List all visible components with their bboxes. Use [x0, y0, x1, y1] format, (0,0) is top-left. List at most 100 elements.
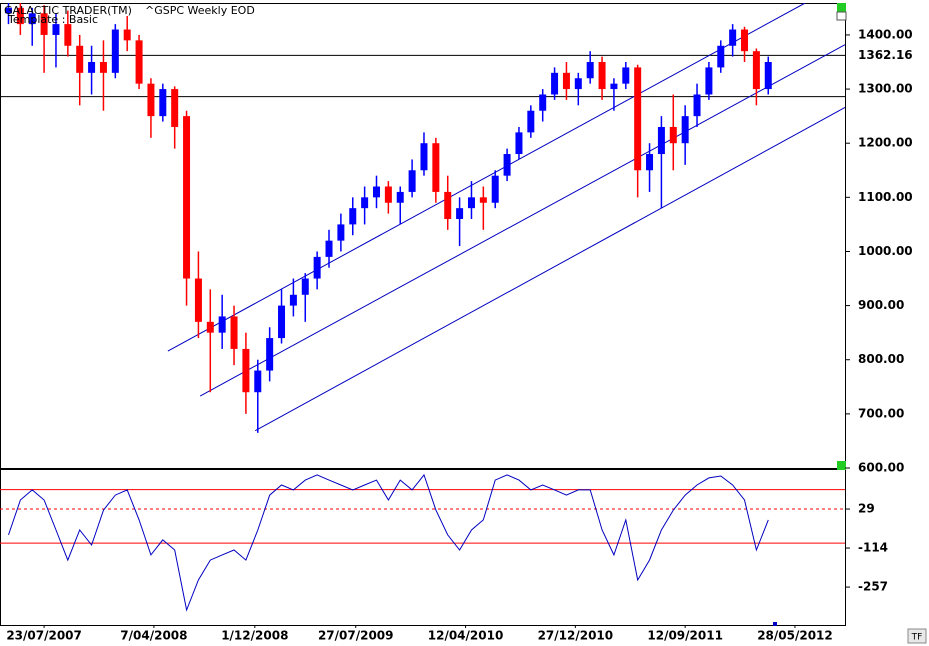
candle-body: [432, 143, 440, 192]
candle-body: [503, 154, 511, 176]
candle-body: [147, 83, 155, 117]
x-tick-label: 12/09/2011: [647, 629, 723, 643]
last-price-label: 1362.16: [858, 48, 913, 62]
candle-body: [586, 62, 594, 79]
price-panel: [0, 3, 846, 469]
candle-body: [669, 126, 677, 144]
candle-body: [622, 67, 630, 84]
tf-button-label[interactable]: TF: [911, 633, 923, 643]
corner-marker: [837, 461, 846, 470]
candle-body: [705, 67, 713, 95]
candle-body: [183, 116, 191, 279]
y-tick-label: 1300.00: [858, 82, 913, 96]
y-tick-label: 700.00: [858, 406, 904, 420]
candle-body: [135, 40, 143, 84]
y-tick-label: 600.00: [858, 461, 904, 475]
candle-body: [693, 94, 701, 117]
candle-body: [123, 29, 131, 41]
candle-body: [313, 256, 321, 279]
template-label: Template : Basic: [7, 13, 98, 26]
trendline: [167, 3, 806, 352]
panel-icon[interactable]: [836, 11, 847, 21]
candle-body: [598, 62, 606, 90]
candle-body: [337, 224, 345, 241]
x-tick-label: 27/12/2010: [538, 629, 614, 643]
y-tick-label: 1000.00: [858, 244, 913, 258]
candle-body: [396, 191, 404, 203]
candle-body: [479, 197, 487, 203]
candle-body: [230, 316, 238, 349]
candle-body: [717, 45, 725, 68]
candle-body: [171, 89, 179, 127]
indicator-line: [8, 473, 769, 612]
candle-body: [551, 72, 559, 95]
cursor-marker: [773, 622, 777, 626]
candle-body: [242, 348, 250, 393]
indicator-panel: [0, 469, 846, 626]
candle-body: [266, 338, 274, 371]
y-tick-label: -257: [858, 580, 888, 594]
candle-body: [527, 110, 535, 133]
y-tick-label: 1200.00: [858, 136, 913, 150]
candle-body: [467, 197, 475, 209]
trendline: [254, 107, 845, 432]
last-price-box: [847, 48, 927, 63]
candle-body: [361, 197, 369, 209]
candle-body: [325, 240, 333, 257]
x-tick-label: 23/07/2007: [6, 629, 82, 643]
x-tick-label: 7/04/2008: [120, 629, 187, 643]
price-plot: [0, 3, 845, 433]
tf-button[interactable]: [907, 628, 927, 644]
candle-body: [444, 191, 452, 219]
candle-body: [752, 51, 760, 90]
candle-body: [764, 62, 772, 90]
candle-body: [16, 7, 24, 25]
candle-body: [4, 7, 12, 14]
candle-body: [420, 143, 428, 171]
x-tick-label: 27/07/2009: [318, 629, 394, 643]
candle-body: [491, 175, 499, 203]
candle-body: [349, 208, 357, 225]
candle-body: [610, 83, 618, 90]
candle-body: [408, 170, 416, 192]
candle-body: [562, 72, 570, 90]
candle-body: [254, 370, 262, 393]
y-tick-label: 1400.00: [858, 27, 913, 41]
corner-marker: [837, 3, 846, 12]
y-tick-label: 29: [858, 502, 875, 516]
source-label: GALACTIC TRADER(TM): [4, 4, 132, 17]
candle-body: [301, 278, 309, 295]
candle-body: [515, 132, 523, 155]
candle-body: [52, 24, 60, 35]
candle-body: [384, 186, 392, 203]
candle-body: [40, 13, 48, 35]
candle-body: [372, 186, 380, 198]
candle-body: [28, 13, 36, 25]
candle-body: [88, 62, 96, 73]
candle-body: [646, 154, 654, 171]
trendline: [199, 44, 845, 397]
candle-body: [539, 94, 547, 111]
candle-body: [456, 208, 464, 219]
candle-body: [206, 321, 214, 333]
candle-body: [289, 294, 297, 306]
y-tick-label: 900.00: [858, 298, 904, 312]
x-tick-label: 28/05/2012: [757, 629, 833, 643]
candle-body: [634, 67, 642, 171]
y-tick-label: -114: [858, 541, 888, 555]
chart-title: ^GSPC Weekly EOD: [145, 4, 255, 17]
candle-body: [741, 29, 749, 52]
indicator-plot: [0, 473, 845, 612]
candle-body: [681, 116, 689, 144]
candle-body: [729, 29, 737, 46]
candle-body: [194, 278, 202, 322]
candle-body: [574, 78, 582, 90]
candle-body: [657, 126, 665, 155]
y-tick-label: 1100.00: [858, 190, 913, 204]
candle-body: [218, 316, 226, 333]
candle-body: [64, 24, 72, 46]
candle-body: [76, 45, 84, 73]
x-tick-label: 12/04/2010: [428, 629, 504, 643]
